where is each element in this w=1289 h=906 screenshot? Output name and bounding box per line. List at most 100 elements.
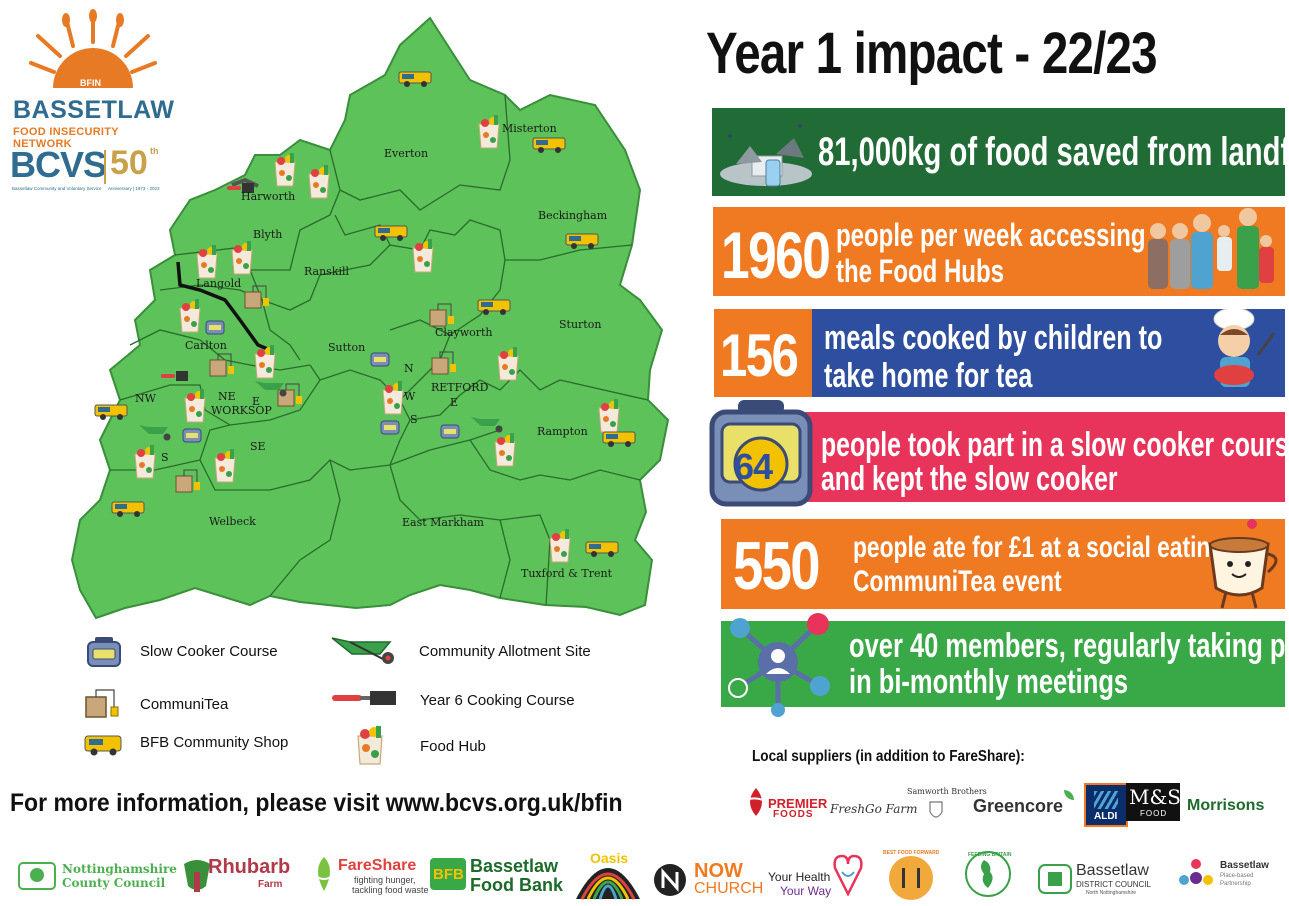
partner-bdc-3: North Nottinghamshire (1086, 890, 1137, 896)
bcvs-text: BCVS (10, 144, 107, 185)
food-hub-marker-icon (497, 347, 519, 381)
stat-meals-number: 156 (720, 322, 799, 389)
partner-bdc-1: Bassetlaw (1076, 862, 1149, 879)
partner-fareshare-tag2: tackling food waste (352, 885, 429, 895)
bfb-van-marker-icon (374, 225, 408, 241)
legend-allotment: Community Allotment Site (419, 643, 591, 660)
partner-fareshare-tag1: fighting hunger, (354, 875, 416, 885)
map-label-east-markham: East Markham (402, 516, 484, 529)
stat-landfill: 81,000kg of food saved from landfill (712, 108, 1285, 196)
stat-members-line1: over 40 members, regularly taking part (849, 627, 1285, 665)
supplier-aldi: ALDI (1094, 811, 1118, 822)
map-label-nw: NW (135, 392, 156, 405)
partner-foodbank-1: Bassetlaw (470, 856, 559, 876)
bfb-logo-box: BFB (430, 858, 466, 890)
bfb-van-marker-icon (94, 404, 128, 420)
partner-bass-2: Place-based (1220, 873, 1254, 879)
legend-bfb-shop: BFB Community Shop (140, 734, 289, 751)
now-church-logo-icon (654, 864, 686, 896)
page-title: Year 1 impact - 22/23 (706, 21, 1158, 86)
bfb-van-marker-icon (532, 137, 566, 153)
map-label-n: N (404, 362, 414, 375)
bfb-van-marker-icon (398, 71, 432, 87)
stat-meals: 156 meals cooked by children to take hom… (714, 309, 1285, 397)
child-chef-icon (1213, 309, 1276, 387)
map-label-sutton: Sutton (328, 341, 366, 354)
partner-foodbank-2: Food Bank (470, 875, 563, 895)
food-hub-marker-icon (478, 115, 500, 149)
map-label-s-worksop: S (161, 451, 169, 464)
aldi-logo: ALDI (1084, 783, 1128, 827)
bfb-van-marker-icon (602, 431, 636, 447)
communitea-marker-icon (429, 303, 454, 327)
bdc-logo-icon (1038, 864, 1072, 894)
landfill-icon (720, 124, 812, 187)
map-label-langold: Langold (196, 277, 242, 290)
stat-meals-number-bg (714, 309, 812, 397)
bcvs-years: Anniversary | 1973 - 2023 (108, 186, 160, 191)
stat-slow-cooker-line2: and kept the slow cooker (821, 460, 1118, 498)
wheelbarrow-icon (331, 637, 394, 664)
map-label-se: SE (250, 440, 266, 453)
stat-slow-cooker-number: 64 (734, 446, 773, 487)
food-hub-marker-icon (254, 345, 276, 379)
rhubarb-farm-logo-icon (184, 860, 210, 892)
oasis-logo-icon (576, 868, 640, 900)
partner-bass-1: Bassetlaw (1220, 860, 1269, 871)
family-icon (1148, 208, 1274, 289)
bassetlaw-partnership-logo-icon (1179, 859, 1213, 885)
supplier-samworth: Samworth Brothers (907, 787, 987, 796)
bfb-van-marker-icon (477, 299, 511, 315)
partner-rhubarb-farm: Farm (258, 879, 283, 890)
stat-food-hubs-number: 1960 (721, 218, 831, 292)
spatula-marker-icon (227, 183, 254, 193)
logo-small: BFIN (80, 78, 101, 88)
legend-slow-cooker: Slow Cooker Course (140, 643, 278, 660)
map-boundaries (110, 94, 649, 606)
bfin-logo: BFIN BASSETLAW FOOD INSECURITY NETWORK B… (8, 8, 175, 198)
partner-church: CHURCH (694, 880, 764, 897)
partner-oasis: Oasis (590, 850, 629, 866)
bfb-van-marker-icon (585, 541, 619, 557)
food-hub-marker-icon (308, 165, 330, 199)
slow-cooker-marker-icon (370, 352, 390, 367)
bfb-van-icon (84, 735, 122, 756)
slow-cooker-marker-icon (205, 320, 225, 335)
food-hub-marker-icon (214, 449, 236, 483)
map-label-ranskill: Ranskill (304, 265, 350, 278)
supplier-ms-food: FOOD (1140, 809, 1168, 818)
stat-slow-cooker: people took part in a slow cooker course… (796, 412, 1285, 502)
partner-fareshare: FareShare (338, 857, 417, 874)
stat-food-hubs-line1: people per week accessing (836, 217, 1146, 253)
map-label-w: W (404, 390, 416, 403)
food-hub-marker-icon (598, 399, 620, 433)
logo-name: BASSETLAW (13, 96, 175, 124)
slow-cooker-marker-icon (440, 424, 460, 439)
stat-food-hubs-line2: the Food Hubs (836, 253, 1004, 289)
bcvs-anniversary: 50 (110, 144, 148, 182)
wheelbarrow-marker-icon (139, 425, 171, 441)
wheelbarrow-marker-icon (471, 417, 503, 433)
map-label-ne: NE (218, 390, 236, 403)
slow-cooker-marker-icon (182, 428, 202, 443)
greencore-leaf-icon (1064, 790, 1074, 800)
spatula-icon (332, 691, 396, 705)
partner-yourhealth-1: Your Health (768, 870, 831, 884)
partner-bfb: BFB (433, 866, 464, 883)
food-hub-marker-icon (196, 245, 218, 279)
supplier-greencore: Greencore (973, 796, 1064, 816)
bcvs-tagline: Bassetlaw Community and Voluntary Servic… (12, 186, 102, 191)
food-hub-marker-icon (494, 433, 516, 467)
map-label-blyth: Blyth (253, 228, 283, 241)
legend-year6: Year 6 Cooking Course (420, 692, 575, 709)
food-hub-marker-icon (382, 381, 404, 415)
notts-cc-logo-icon (18, 862, 56, 890)
communitea-marker-icon (431, 351, 456, 375)
food-hub-marker-icon (549, 529, 571, 563)
supplier-premier-foods: FOODS (773, 809, 814, 820)
communitea-marker-icon (175, 469, 200, 493)
supplier-freshgo: FreshGo Farm (830, 802, 918, 816)
slow-cooker-marker-icon (380, 420, 400, 435)
logo-subtitle: FOOD INSECURITY NETWORK (13, 126, 119, 150)
ms-logo: M&S FOOD (1126, 783, 1181, 821)
